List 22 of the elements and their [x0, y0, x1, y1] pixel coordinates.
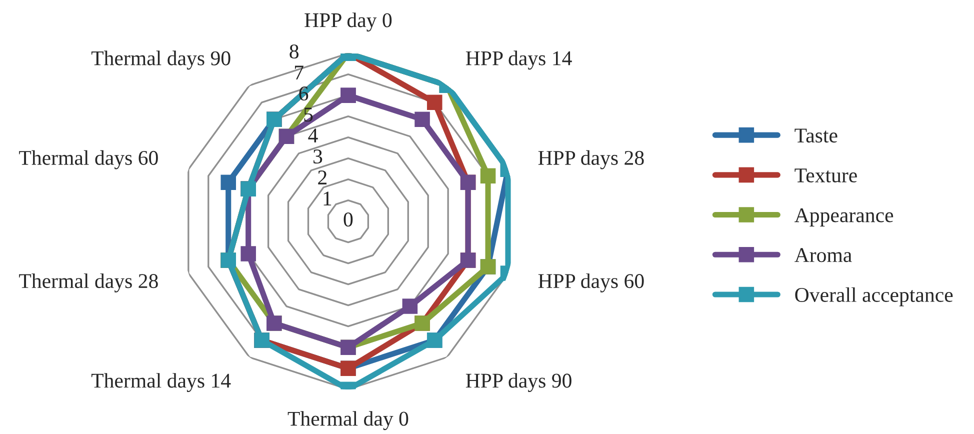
spoke-label: HPP days 28 [538, 150, 644, 170]
spoke-label: HPP day 0 [304, 12, 392, 32]
y-tick-label: 0 [344, 212, 353, 227]
y-tick-label: 3 [314, 150, 322, 164]
spoke-label: Thermal days 28 [19, 273, 158, 292]
spoke-label: Thermal day 0 [288, 411, 408, 430]
spoke-label: HPP days 60 [538, 273, 644, 292]
legend-label: Texture [794, 168, 857, 182]
spoke-label: Thermal days 90 [91, 50, 230, 70]
legend-label: Overall acceptance [795, 287, 953, 306]
legend-label: Aroma [794, 248, 852, 262]
legend-label: Appearance [794, 208, 894, 227]
y-tick-label: 4 [308, 128, 318, 142]
y-tick-label: 8 [290, 44, 299, 59]
legend-label: Taste [794, 128, 838, 143]
y-tick-label: 2 [318, 170, 326, 184]
y-tick-label: 1 [324, 192, 332, 206]
spoke-label: HPP days 90 [466, 373, 572, 392]
spoke-label: HPP days 14 [466, 50, 572, 70]
spoke-label: Thermal days 60 [19, 150, 158, 170]
spoke-label: Thermal days 14 [91, 373, 231, 392]
y-tick-label: 7 [294, 66, 304, 80]
